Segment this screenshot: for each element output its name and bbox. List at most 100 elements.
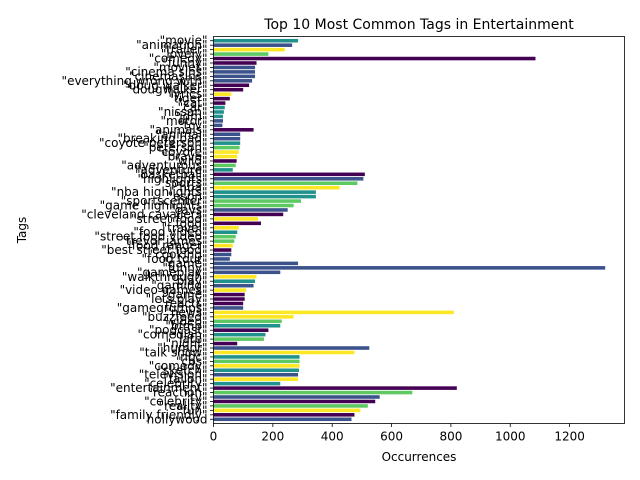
bar-2 <box>213 47 285 52</box>
bar-20 <box>213 128 254 132</box>
bar-5 <box>213 61 257 65</box>
y-tick-label-54: "play" <box>171 274 207 288</box>
bar-30 <box>213 172 365 177</box>
y-tick-label-66: "comedian" <box>138 328 208 342</box>
y-tick-label-7: "cinema sins" <box>125 65 207 79</box>
y-tick-label-20: "animals" <box>150 123 208 137</box>
bar-71 <box>213 355 300 359</box>
bars-group <box>213 38 606 422</box>
y-tick-label-43: "food video" <box>133 225 207 239</box>
y-tick-label-70: "talk show" <box>139 345 207 359</box>
bar-13 <box>213 96 230 101</box>
y-tick-label-15: "car" <box>178 101 208 115</box>
x-tick-label-2: 400 <box>321 430 344 444</box>
bar-69 <box>213 346 370 350</box>
bar-16 <box>213 110 224 114</box>
bar-29 <box>213 168 233 172</box>
bar-7 <box>213 70 256 74</box>
y-tick-label-59: "reacts" <box>160 296 208 310</box>
bar-66 <box>213 332 266 337</box>
x-tick-label-6: 1200 <box>554 430 585 444</box>
bar-64 <box>213 323 281 328</box>
bar-33 <box>213 185 340 190</box>
y-tick-label-23: "coyote peterson" <box>99 136 208 150</box>
y-tick-label-75: "television" <box>139 368 208 382</box>
bar-22 <box>213 136 241 141</box>
y-tick-label-14: "cat" <box>178 96 208 110</box>
bar-24 <box>213 145 240 150</box>
y-tick-label-84: "family friendly" <box>110 408 207 422</box>
bar-68 <box>213 341 238 346</box>
bar-40 <box>213 217 259 221</box>
bar-62 <box>213 315 294 319</box>
y-tick-label-3: "lovely" <box>161 47 208 61</box>
bar-34 <box>213 190 316 194</box>
y-tick-label-52: "gameplay" <box>137 265 208 279</box>
bar-67 <box>213 337 264 341</box>
bar-80 <box>213 395 380 399</box>
y-tick-label-50: "game" <box>162 256 207 270</box>
bar-79 <box>213 390 413 395</box>
bar-41 <box>213 221 261 226</box>
y-tick-label-62: "buzzfeed" <box>142 310 207 324</box>
y-tick-label-67: "late" <box>174 332 208 346</box>
bar-70 <box>213 350 355 355</box>
bar-42 <box>213 225 239 230</box>
y-tick-label-41: "food" <box>170 216 208 230</box>
plot-frame <box>213 36 625 424</box>
y-tick-label-13: "tiger" <box>168 92 207 106</box>
y-tick-label-19: "tcv" <box>178 118 207 132</box>
y-tick-label-42: "travel" <box>162 221 208 235</box>
y-tick-label-46: "food ranger" <box>126 239 207 253</box>
bar-31 <box>213 177 364 181</box>
bar-50 <box>213 261 299 266</box>
y-tick-label-61: "news" <box>165 305 207 319</box>
bar-61 <box>213 310 454 315</box>
bar-35 <box>213 194 316 199</box>
bar-36 <box>213 199 302 203</box>
bar-14 <box>213 101 226 105</box>
y-tick-label-27: "wild" <box>172 154 207 168</box>
y-tick-label-72: "cbs" <box>176 354 208 368</box>
bar-11 <box>213 87 244 92</box>
y-tick-label-11: "dougwalker" <box>127 83 208 97</box>
y-tick-label-76: "fallon" <box>163 372 207 386</box>
y-tick-label-32: "sports" <box>159 176 207 190</box>
y-axis-label: Tags <box>15 217 29 245</box>
y-tick-label-40: "street food" <box>131 212 207 226</box>
bar-25 <box>213 150 239 154</box>
y-tick-label-74: "sketch" <box>157 363 207 377</box>
y-tick-label-17: "jdm" <box>174 109 208 123</box>
y-tick-label-45: "trevor james" <box>121 234 208 248</box>
y-tick-label-57: "game" <box>162 288 207 302</box>
bar-3 <box>213 52 269 56</box>
y-tick-label-2: "trailer" <box>160 43 207 57</box>
y-tick-label-1: "animation" <box>136 38 207 52</box>
bar-19 <box>213 123 223 128</box>
bar-10 <box>213 83 250 88</box>
y-tick-label-65: "podcast" <box>149 323 208 337</box>
y-tick-label-26: "brave" <box>162 150 207 164</box>
y-tick-label-58: "lets play" <box>146 292 208 306</box>
bar-17 <box>213 114 223 119</box>
y-tick-label-10: "doug walker" <box>123 78 207 92</box>
bar-45 <box>213 239 235 243</box>
bar-1 <box>213 43 293 47</box>
bar-83 <box>213 408 361 413</box>
y-tick-label-83: "fun" <box>177 403 207 417</box>
bar-49 <box>213 257 230 261</box>
y-tick-label-48: "cooking" <box>150 247 208 261</box>
y-tick-label-31: "highlights" <box>137 172 207 186</box>
y-tick-label-4: "comedy" <box>149 52 208 66</box>
bar-32 <box>213 181 358 186</box>
y-tick-label-53: "walkthrough" <box>122 270 208 284</box>
bar-43 <box>213 230 238 235</box>
bar-58 <box>213 297 245 301</box>
y-tick-label-16: "nissan" <box>158 105 207 119</box>
y-tick-label-51: "funny" <box>162 261 207 275</box>
bar-53 <box>213 274 257 279</box>
bar-48 <box>213 252 232 257</box>
bar-75 <box>213 372 299 377</box>
bar-59 <box>213 301 244 306</box>
bar-54 <box>213 279 256 283</box>
